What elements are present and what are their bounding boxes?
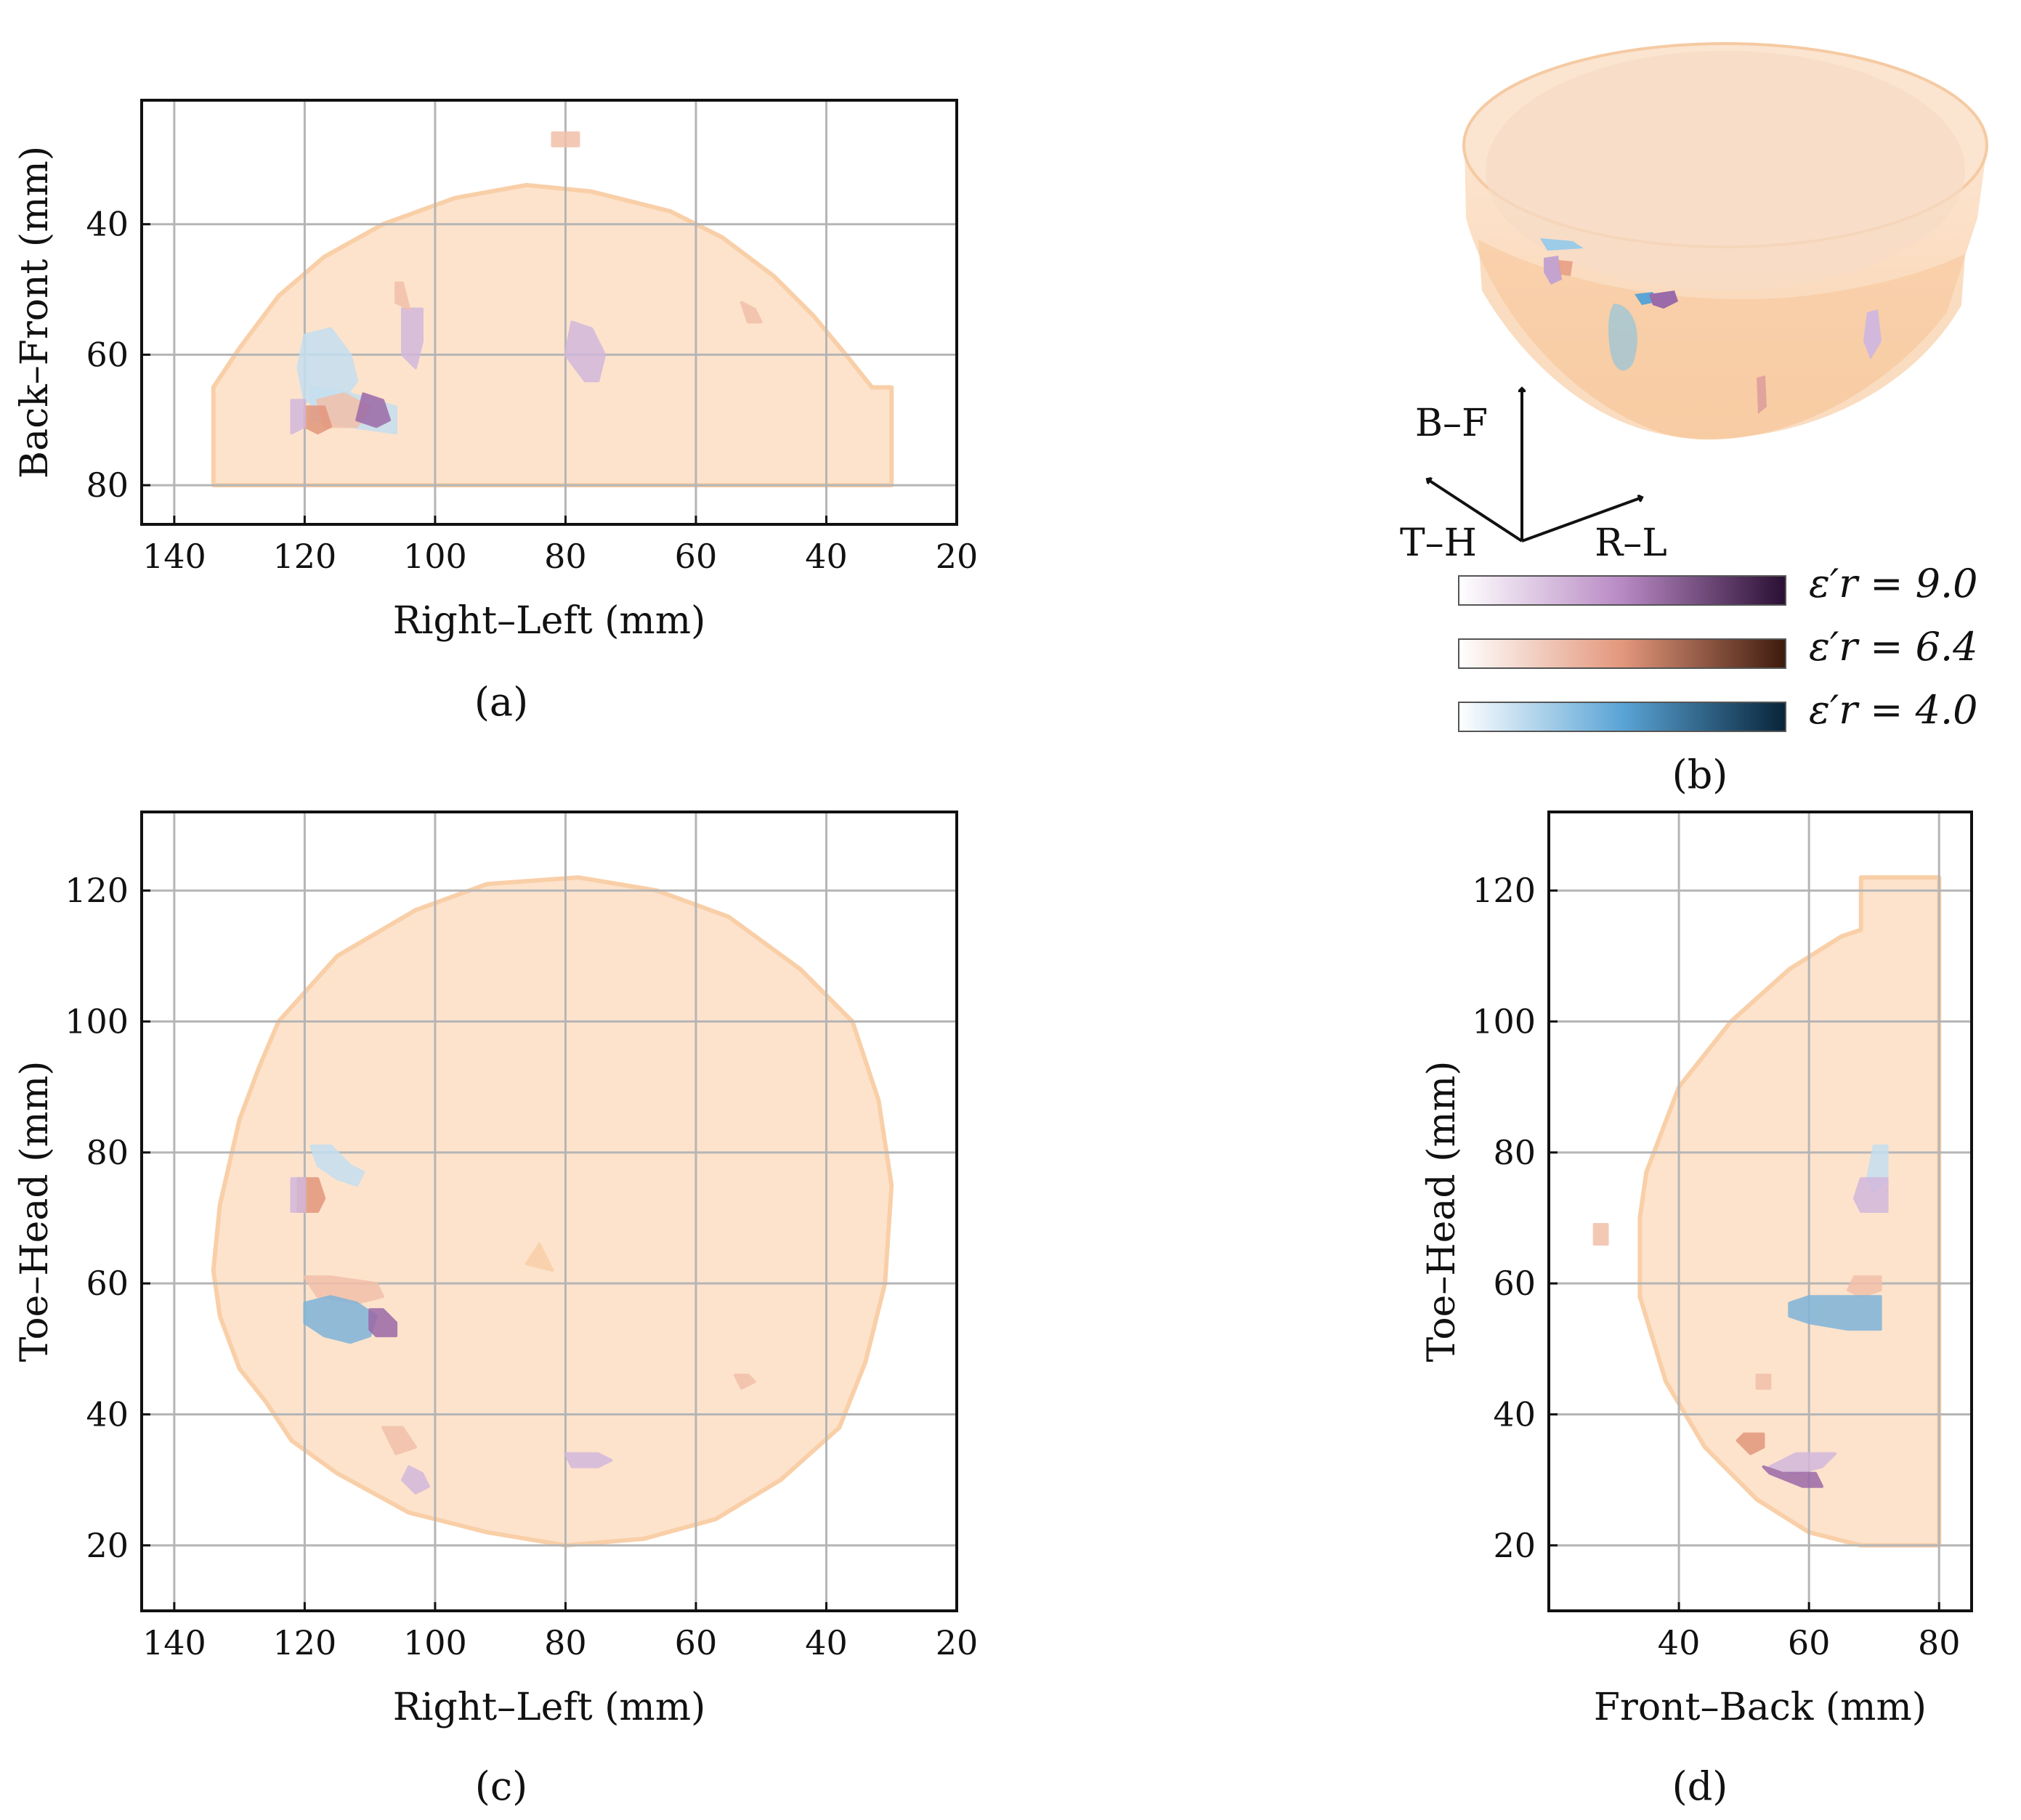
colorbar-blue [1458,702,1786,732]
colorbar-label-purple: ε′r = 9.0 [1809,561,1978,606]
region-purple [1762,1465,1824,1488]
y-axis-label: Back–Front (mm) [13,146,57,479]
x-tick-label: 40 [805,1623,848,1662]
y-axis-label: Toe–Head (mm) [1420,1061,1464,1362]
y-tick-label: 120 [65,871,129,910]
x-tick-label: 140 [142,1623,206,1662]
caption-d: (d) [1672,1763,1728,1809]
tissue-region [211,875,894,1548]
region-tissue-edge [525,1243,554,1272]
axis-label-th: T–H [1400,521,1477,565]
lesion-purple-3d [1649,291,1678,309]
region-purple-light [1852,1177,1889,1213]
region-orange-light [381,1426,417,1455]
lesion-purple-right [1863,309,1882,359]
lesion-blue-top [1540,238,1584,251]
axis-arrow-th [1427,479,1523,543]
panel-d-slice-plot: 40 60 80 20 40 60 80 100 120 Front–Back (mm) Toe–H… [1420,811,1973,1729]
x-tick-label: 40 [1658,1623,1701,1662]
y-tick-label: 40 [1493,1395,1536,1434]
x-tick-label: 40 [805,537,848,576]
colorbar-purple [1458,575,1786,606]
x-tick-label: 20 [936,537,979,576]
axes-frame [140,99,958,526]
x-tick-label: 60 [675,1623,718,1662]
x-tick-label: 140 [142,537,206,576]
region-orange [303,405,333,435]
lesion-orange-left [1558,260,1573,276]
x-tick-label: 120 [272,1623,336,1662]
panel-c-slice-plot: 140 120 100 80 60 40 20 20 40 60 80 100 120 Right–Lef… [13,811,979,1729]
x-axis-label: Right–Left (mm) [393,1686,706,1729]
region-orange [1736,1432,1765,1455]
region-blue [1788,1295,1882,1331]
axis-arrow-rl [1521,497,1642,543]
region-purple [368,1308,398,1338]
x-tick-label: 100 [403,537,467,576]
y-tick-label: 80 [1493,1133,1536,1172]
colorbar-label-orange: ε′r = 6.4 [1809,624,1978,670]
region-orange-light [394,281,411,311]
axis-label-bf: B–F [1415,402,1488,445]
region-orange-light [740,301,763,324]
y-tick-label: 100 [1472,1002,1536,1041]
x-tick-label: 60 [675,537,718,576]
y-tick-label: 120 [1472,871,1536,910]
region-purple-light [290,1177,307,1213]
panel-a-slice-plot: 140 120 100 80 60 40 20 40 60 80 Right–Left (mm) Ba… [13,99,979,643]
y-tick-label: 40 [86,1395,129,1434]
lesion-purple-left [1544,256,1562,285]
y-tick-label: 80 [86,466,129,505]
region-blue [303,1295,378,1344]
region-blue-light [309,1144,365,1187]
region-purple-light [290,399,307,435]
y-tick-label: 40 [86,205,129,244]
region-orange-light [303,1275,385,1305]
region-orange-light [733,1373,756,1390]
caption-b: (b) [1672,752,1728,797]
bowl-front-wall [1478,240,1965,439]
region-orange-light [1592,1223,1609,1246]
x-tick-label: 80 [544,537,587,576]
x-axis-label: Right–Left (mm) [393,599,706,643]
x-tick-label: 120 [272,537,336,576]
panel-b-3d-render: B–F T–H R–L ε′r = 9.0 ε′r = 6.4 ε′r = 4.… [1400,42,1988,733]
lesion-blue-large [1608,304,1637,371]
x-tick-label: 80 [1918,1623,1961,1662]
caption-c: (c) [475,1763,527,1809]
bowl-interior [1486,51,1965,291]
axis-label-rl: R–L [1595,521,1667,565]
region-purple-light [1768,1452,1836,1475]
colorbar-label-blue: ε′r = 4.0 [1809,687,1978,733]
y-tick-label: 20 [86,1526,129,1565]
y-tick-label: 60 [86,335,129,374]
caption-a: (a) [474,679,528,725]
region-purple-light [564,1452,613,1468]
region-orange-light [1755,1373,1772,1390]
x-tick-label: 20 [936,1623,979,1662]
y-tick-label: 20 [1493,1526,1536,1565]
x-tick-label: 100 [403,1623,467,1662]
x-axis-label: Front–Back (mm) [1594,1686,1927,1729]
y-axis-label: Toe–Head (mm) [13,1061,57,1362]
axes-frame [140,811,958,1612]
y-tick-label: 100 [65,1002,129,1041]
y-tick-label: 60 [86,1264,129,1303]
y-tick-label: 60 [1493,1264,1536,1303]
region-purple [355,392,392,428]
y-tick-label: 80 [86,1133,129,1172]
x-tick-label: 60 [1788,1623,1831,1662]
region-purple-light [401,307,424,370]
region-orange-light [551,131,580,147]
x-tick-label: 80 [544,1623,587,1662]
region-purple-light [564,320,607,383]
region-purple-light [401,1465,430,1495]
region-orange-light [1846,1275,1882,1299]
lesion-orange-bottom [1757,375,1767,414]
axes-frame [1547,811,1973,1612]
colorbar-orange [1458,638,1786,669]
